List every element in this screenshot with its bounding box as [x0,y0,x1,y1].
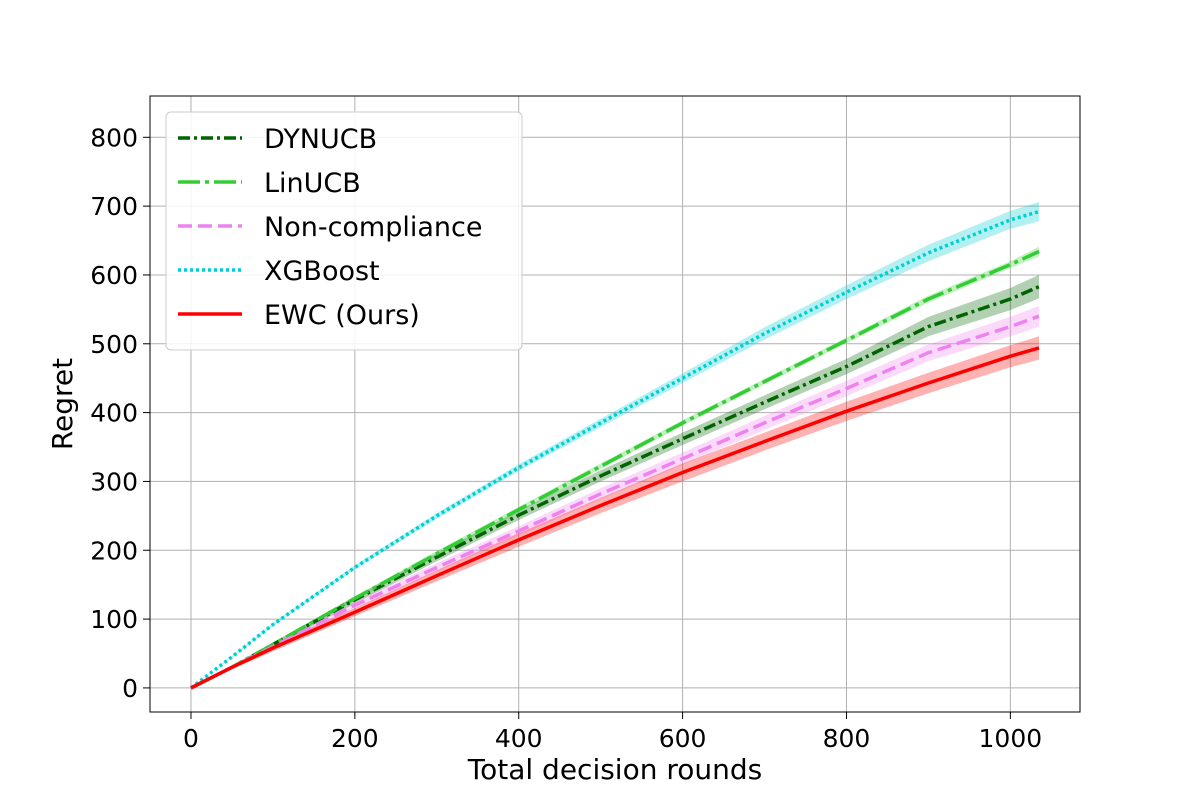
x-tick-label: 800 [823,724,871,753]
y-tick-label: 300 [90,467,138,496]
ewc-ours-line [190,346,1040,690]
y-tick-label: 600 [90,261,138,290]
y-tick-label: 400 [90,399,138,428]
x-axis-ticks: 0 200 400 600 800 1000 [183,712,1042,753]
linucb-line [190,249,1040,690]
y-tick-label: 0 [122,674,138,703]
ewc-ours-confidence-band [191,336,1039,688]
plot-frame [149,95,1081,713]
x-tick-label: 200 [331,724,379,753]
y-tick-label: 100 [90,605,138,634]
series-lines [189,209,1040,690]
legend-ewc-ours-label: EWC (Ours) [264,300,420,331]
y-axis-label: Regret [46,358,79,450]
legend-dynucb-label: DYNUCB [264,124,377,155]
legend: DYNUCB LinUCB Non-compliance XGBoost EWC (Ou… [165,111,523,351]
y-tick-label: 200 [90,536,138,565]
legend-linucb-label: LinUCB [264,168,361,199]
x-tick-label: 0 [183,724,199,753]
y-tick-label: 700 [90,192,138,221]
x-tick-label: 600 [659,724,707,753]
y-tick-label: 500 [90,330,138,359]
xgboost-confidence-band [191,202,1039,688]
dynucb-confidence-band [191,274,1039,688]
x-tick-label: 1000 [979,724,1043,753]
x-tick-label: 400 [495,724,543,753]
legend-non-compliance-label: Non-compliance [264,212,483,243]
y-tick-label: 800 [90,123,138,152]
x-axis-label: Total decision rounds [467,753,763,786]
xgboost-line [189,209,1040,690]
legend-xgboost-label: XGBoost [264,256,380,287]
y-axis-ticks: 0 100 200 300 400 500 600 700 800 [90,123,150,703]
non-compliance-confidence-band [191,305,1039,688]
legend-frame [165,111,523,351]
